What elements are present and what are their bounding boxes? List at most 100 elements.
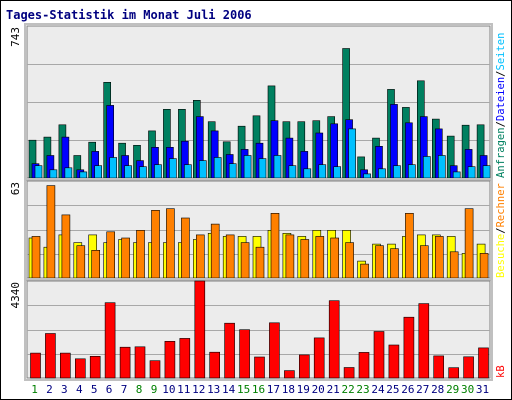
bar-kb-day-5 — [89, 355, 101, 379]
x-tick-29: 29 — [446, 383, 459, 396]
x-tick-7: 7 — [121, 383, 128, 396]
series-legend: Besuche/Rechner — [495, 183, 507, 278]
bar-seiten-day-21 — [333, 166, 342, 179]
bar-rechner-day-20 — [315, 236, 325, 279]
bar-rechner-day-4 — [76, 245, 86, 279]
bar-rechner-day-26 — [405, 213, 414, 279]
x-tick-25: 25 — [386, 383, 399, 396]
x-tick-14: 14 — [222, 383, 236, 396]
bar-kb-day-28 — [433, 355, 445, 379]
bar-seiten-day-28 — [437, 155, 446, 179]
x-tick-9: 9 — [151, 383, 158, 396]
bar-kb-day-27 — [418, 303, 430, 379]
bar-rechner-day-11 — [181, 217, 190, 279]
bar-kb-day-1 — [30, 352, 41, 379]
bar-seiten-day-14 — [228, 163, 237, 179]
x-tick-26: 26 — [401, 383, 414, 396]
x-tick-31: 31 — [476, 383, 489, 396]
bar-kb-day-19 — [298, 354, 310, 379]
legend-kb: kB — [495, 365, 507, 378]
bar-seiten-day-19 — [303, 168, 312, 179]
bar-seiten-day-20 — [318, 164, 327, 179]
bar-seiten-day-30 — [467, 166, 476, 179]
bar-rechner-day-23 — [360, 263, 369, 279]
x-tick-11: 11 — [177, 383, 190, 396]
bar-rechner-day-7 — [121, 237, 130, 279]
bar-kb-day-9 — [149, 360, 161, 379]
x-tick-2: 2 — [46, 383, 53, 396]
x-tick-15: 15 — [237, 383, 250, 396]
bar-rechner-day-18 — [285, 234, 295, 279]
bar-kb-day-3 — [59, 352, 71, 379]
bar-kb-day-24 — [373, 331, 385, 379]
bar-rechner-day-1 — [31, 236, 41, 279]
x-tick-3: 3 — [61, 383, 68, 396]
x-tick-18: 18 — [282, 383, 295, 396]
bar-rechner-day-24 — [375, 245, 384, 279]
x-tick-20: 20 — [312, 383, 325, 396]
bar-rechner-day-10 — [166, 208, 175, 279]
bar-rechner-day-30 — [464, 208, 474, 279]
x-tick-13: 13 — [207, 383, 220, 396]
bar-seiten-day-22 — [348, 128, 356, 179]
y-max-label: 63 — [9, 182, 22, 195]
bar-kb-day-12 — [194, 280, 206, 379]
x-tick-27: 27 — [416, 383, 429, 396]
legend-seiten: Seiten — [495, 33, 507, 71]
bar-kb-day-15 — [239, 329, 250, 379]
y-max-label: 4340 — [9, 282, 22, 309]
bar-rechner-day-31 — [479, 253, 489, 279]
x-tick-24: 24 — [371, 383, 385, 396]
series-legend: kB — [495, 365, 507, 378]
bar-kb-day-4 — [75, 358, 86, 379]
x-tick-16: 16 — [252, 383, 265, 396]
bar-rechner-day-2 — [46, 185, 56, 279]
bar-rechner-day-3 — [61, 214, 71, 279]
legend-separator: / — [495, 227, 507, 233]
bar-seiten-day-31 — [482, 165, 491, 179]
bar-seiten-day-16 — [258, 158, 267, 179]
bar-kb-day-23 — [358, 352, 370, 379]
bar-rechner-day-9 — [151, 210, 160, 279]
x-tick-23: 23 — [356, 383, 369, 396]
bar-kb-day-16 — [254, 356, 265, 379]
bar-kb-day-18 — [284, 370, 295, 379]
bar-rechner-day-27 — [419, 245, 429, 279]
bar-rechner-day-21 — [330, 237, 340, 279]
bar-seiten-day-13 — [213, 157, 222, 179]
legend-anfragen: Anfragen — [495, 127, 507, 178]
bar-kb-day-25 — [388, 344, 400, 379]
bar-rechner-day-6 — [106, 231, 115, 279]
bar-kb-day-11 — [179, 338, 191, 379]
bar-seiten-day-18 — [288, 165, 297, 179]
x-tick-6: 6 — [106, 383, 113, 396]
bar-kb-day-6 — [104, 302, 116, 379]
bar-kb-day-17 — [269, 322, 280, 379]
x-tick-22: 22 — [341, 383, 354, 396]
bar-seiten-day-2 — [49, 169, 58, 179]
bar-seiten-day-3 — [64, 167, 73, 179]
bar-seiten-day-4 — [79, 171, 88, 179]
panel-2: 63 Besuche/Rechner — [9, 178, 507, 281]
bar-seiten-day-17 — [273, 155, 282, 179]
bar-kb-day-13 — [209, 351, 220, 379]
bar-rechner-day-14 — [225, 234, 235, 279]
bar-seiten-day-9 — [154, 164, 162, 179]
bar-rechner-day-12 — [196, 234, 205, 279]
bar-rechner-day-13 — [210, 223, 220, 279]
bar-kb-day-10 — [164, 340, 176, 379]
x-tick-21: 21 — [327, 383, 340, 396]
bar-rechner-day-17 — [270, 213, 280, 279]
bar-seiten-day-7 — [124, 165, 132, 179]
x-tick-30: 30 — [461, 383, 474, 396]
bar-seiten-day-1 — [34, 165, 43, 179]
bar-kb-day-29 — [448, 367, 460, 379]
bar-kb-day-7 — [119, 346, 131, 379]
x-tick-10: 10 — [162, 383, 175, 396]
bar-rechner-day-22 — [345, 242, 354, 279]
legend-dateien: Dateien — [495, 77, 507, 121]
bar-seiten-day-12 — [199, 160, 207, 179]
panel-3: 4340 kB — [9, 278, 507, 381]
